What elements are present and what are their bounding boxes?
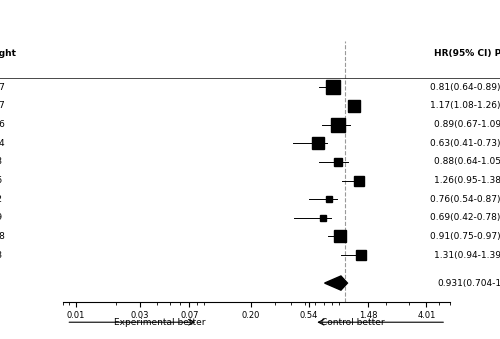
Text: 3.19: 3.19 bbox=[0, 213, 3, 222]
Text: 0.81(0.64-0.89) <0.01: 0.81(0.64-0.89) <0.01 bbox=[430, 83, 500, 92]
Text: 0.69(0.42-0.78) <0.01: 0.69(0.42-0.78) <0.01 bbox=[430, 213, 500, 222]
Text: % weight: % weight bbox=[0, 49, 16, 58]
Text: 1.26(0.95-1.38) 0.23: 1.26(0.95-1.38) 0.23 bbox=[434, 176, 500, 185]
Text: 1.17(1.08-1.26) <0.01: 1.17(1.08-1.26) <0.01 bbox=[430, 101, 500, 111]
Text: 3.12: 3.12 bbox=[0, 195, 3, 204]
Text: 12.67: 12.67 bbox=[0, 101, 6, 111]
Text: 12.34: 12.34 bbox=[0, 139, 6, 148]
Text: 6.28: 6.28 bbox=[0, 157, 3, 166]
Text: 9.13: 9.13 bbox=[0, 251, 3, 260]
Text: HR(95% CI) Pvalue: HR(95% CI) Pvalue bbox=[434, 49, 500, 58]
Text: 11.98: 11.98 bbox=[0, 232, 6, 241]
Text: 0.91(0.75-0.97) <0.01: 0.91(0.75-0.97) <0.01 bbox=[430, 232, 500, 241]
Text: 15.76: 15.76 bbox=[0, 120, 6, 129]
Text: 16.57: 16.57 bbox=[0, 83, 6, 92]
Text: Experimental better: Experimental better bbox=[114, 318, 205, 327]
Text: 1.31(0.94-1.39) 0.32: 1.31(0.94-1.39) 0.32 bbox=[434, 251, 500, 260]
Text: 8.96: 8.96 bbox=[0, 176, 3, 185]
Text: 0.88(0.64-1.05) 0.13: 0.88(0.64-1.05) 0.13 bbox=[434, 157, 500, 166]
Text: 0.63(0.41-0.73) <0.01: 0.63(0.41-0.73) <0.01 bbox=[430, 139, 500, 148]
Text: 0.931(0.704-1.041): 0.931(0.704-1.041) bbox=[437, 279, 500, 287]
Text: 0.76(0.54-0.87) <0.01: 0.76(0.54-0.87) <0.01 bbox=[430, 195, 500, 204]
Text: Control better: Control better bbox=[322, 318, 385, 327]
Text: 0.89(0.67-1.09) 0.12: 0.89(0.67-1.09) 0.12 bbox=[434, 120, 500, 129]
Polygon shape bbox=[324, 276, 347, 290]
